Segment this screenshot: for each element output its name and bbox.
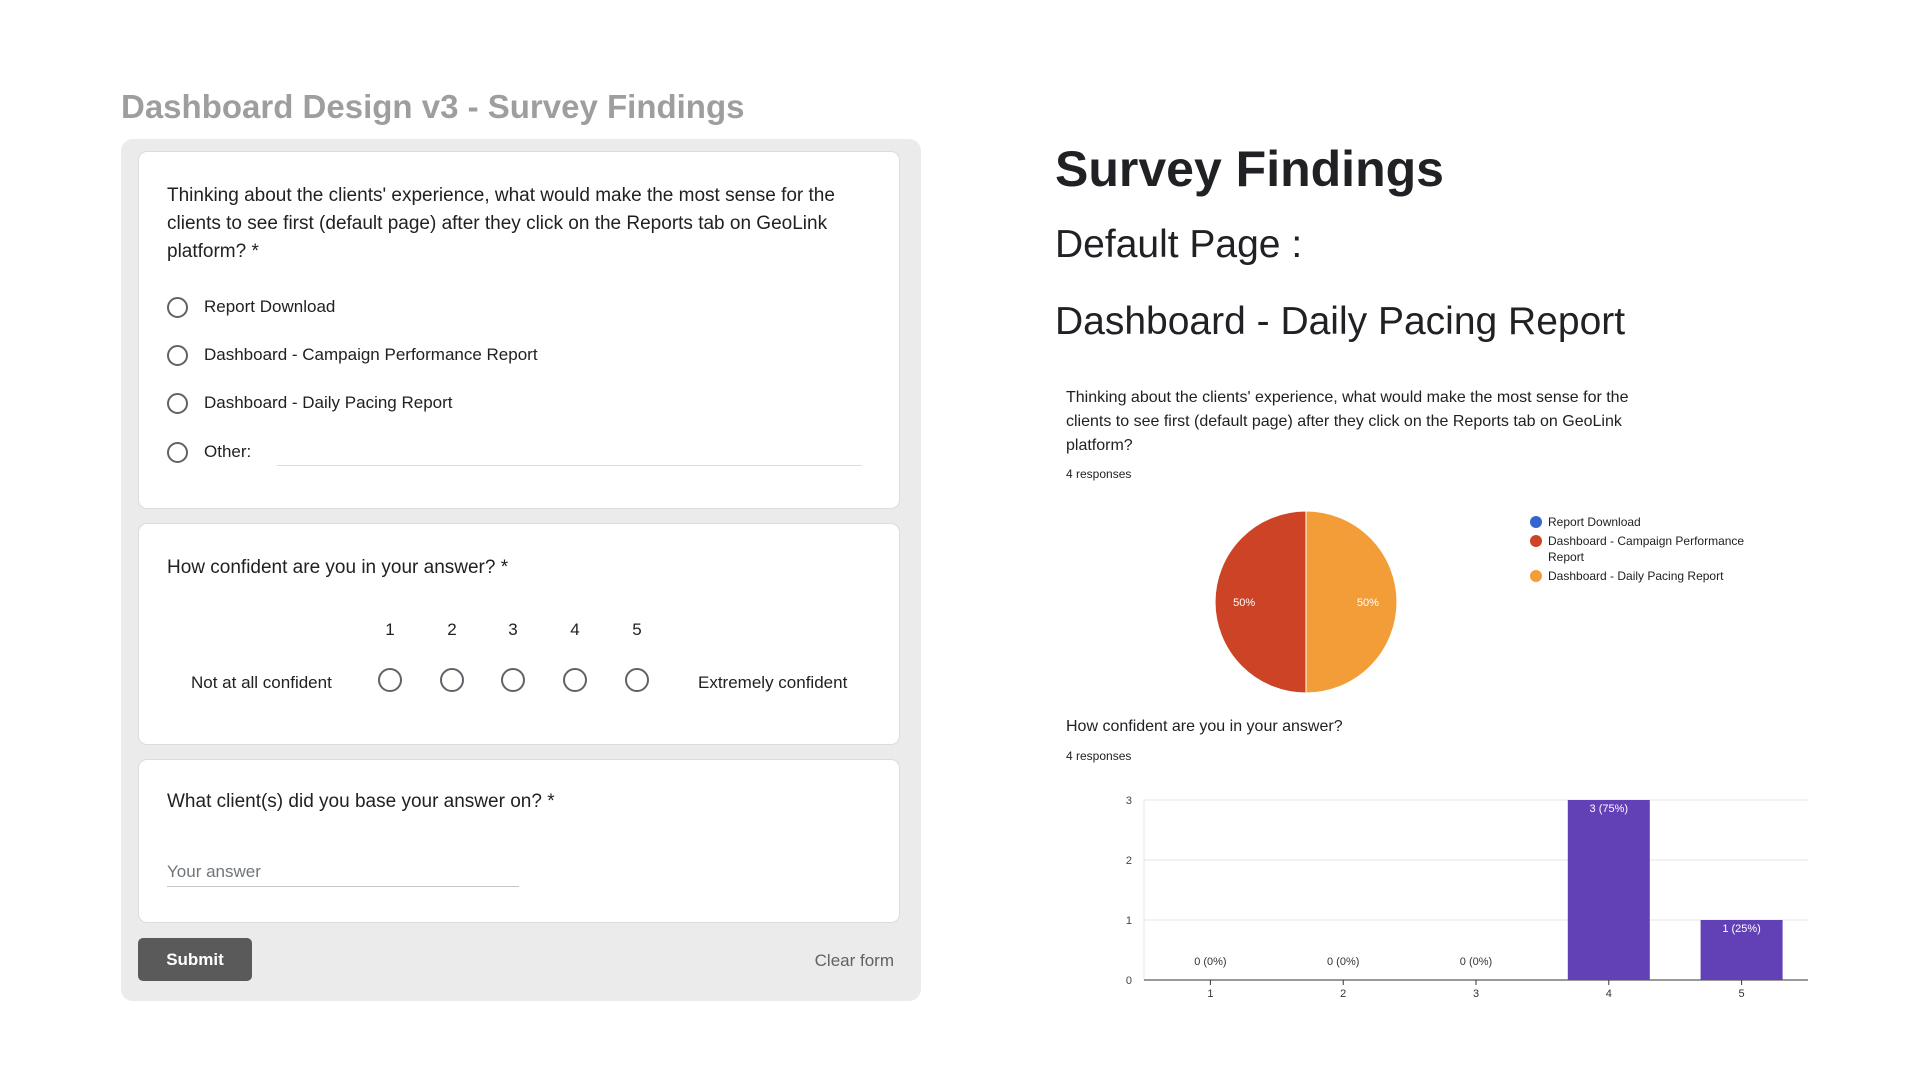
- bar: [1567, 800, 1650, 980]
- option-label: Dashboard - Campaign Performance Report: [204, 345, 538, 364]
- x-tick-label: 4: [1606, 988, 1612, 1000]
- scale-radio-5[interactable]: [625, 668, 649, 692]
- x-tick-label: 2: [1340, 988, 1346, 1000]
- legend-label: Dashboard - Campaign Performance Report: [1548, 534, 1745, 564]
- bar-value-label: 1 (25%): [1722, 923, 1761, 935]
- pie-legend: Report Download Dashboard - Campaign Per…: [1530, 514, 1760, 587]
- option-label: Dashboard - Daily Pacing Report: [204, 393, 453, 412]
- slide-title: Dashboard Design v3 - Survey Findings: [121, 88, 745, 125]
- radio-button[interactable]: [167, 441, 188, 463]
- scale-high-label: Extremely confident: [698, 673, 848, 692]
- question-text: How confident are you in your answer? *: [167, 554, 508, 582]
- scale-radio-4[interactable]: [563, 668, 587, 692]
- pie-chart: 50% 50%: [1214, 510, 1398, 694]
- bar-value-label: 0 (0%): [1327, 956, 1359, 968]
- summary-question-default-page: Thinking about the clients' experience, …: [1066, 389, 1629, 454]
- scale-low-label: Not at all confident: [191, 673, 332, 692]
- required-mark: *: [500, 557, 509, 578]
- bar: [1700, 920, 1783, 980]
- legend-item-daily-pacing: Dashboard - Daily Pacing Report: [1530, 568, 1760, 584]
- survey-form: Thinking about the clients' experience, …: [121, 139, 921, 1001]
- legend-item-report-download: Report Download: [1530, 514, 1760, 530]
- scale-label-4: 4: [570, 620, 580, 639]
- x-tick-label: 1: [1207, 988, 1213, 1000]
- radio-button[interactable]: [167, 392, 188, 414]
- y-tick-label: 1: [1126, 915, 1132, 927]
- question-text: What client(s) did you base your answer …: [167, 788, 555, 816]
- question-label: How confident are you in your answer?: [167, 557, 496, 578]
- question-card-clients: What client(s) did you base your answer …: [138, 759, 900, 923]
- legend-dot-icon: [1530, 535, 1542, 547]
- pie-slice-label: 50%: [1357, 597, 1379, 609]
- bar-value-label: 0 (0%): [1194, 956, 1226, 968]
- pie-slice-label: 50%: [1233, 597, 1255, 609]
- y-tick-label: 3: [1126, 795, 1132, 807]
- radio-button[interactable]: [167, 296, 188, 318]
- other-text-field[interactable]: [277, 465, 862, 466]
- default-page-value: Dashboard - Daily Pacing Report: [1055, 300, 1626, 343]
- option-daily-pacing[interactable]: Dashboard - Daily Pacing Report: [167, 388, 453, 418]
- option-campaign-performance[interactable]: Dashboard - Campaign Performance Report: [167, 340, 538, 370]
- question-card-default-page: Thinking about the clients' experience, …: [138, 151, 900, 509]
- option-report-download[interactable]: Report Download: [167, 292, 335, 322]
- legend-dot-icon: [1530, 516, 1542, 528]
- answer-input[interactable]: [167, 858, 519, 887]
- default-page-heading: Default Page :: [1055, 223, 1303, 266]
- question-card-confidence: How confident are you in your answer? * …: [138, 523, 900, 745]
- scale-label-2: 2: [447, 620, 457, 639]
- pie-slice: [1214, 510, 1307, 694]
- question-text: Thinking about the clients' experience, …: [167, 182, 867, 266]
- option-other[interactable]: Other:: [167, 437, 251, 467]
- summary-response-count: 4 responses: [1066, 467, 1132, 481]
- y-tick-label: 2: [1126, 855, 1132, 867]
- scale-label-5: 5: [632, 620, 642, 639]
- bar-chart: 0 1 2 3 0 (0%) 1 0 (0%) 2 0 (0%) 3 3 (75%) 4 1 (25%)…: [1126, 795, 1808, 1000]
- pie-slice: [1305, 510, 1398, 694]
- legend-dot-icon: [1530, 570, 1542, 582]
- summary-response-count: 4 responses: [1066, 749, 1132, 763]
- scale-label-3: 3: [508, 620, 518, 639]
- required-mark: *: [251, 241, 259, 262]
- scale-radio-1[interactable]: [378, 668, 402, 692]
- y-tick-label: 0: [1126, 975, 1132, 987]
- x-tick-label: 5: [1739, 988, 1745, 1000]
- question-label: What client(s) did you base your answer …: [167, 791, 542, 812]
- legend-label: Dashboard - Daily Pacing Report: [1548, 569, 1724, 583]
- legend-item-campaign-performance: Dashboard - Campaign Performance Report: [1530, 533, 1760, 565]
- scale-label-1: 1: [385, 620, 395, 639]
- clear-form-button[interactable]: Clear form: [814, 951, 894, 970]
- scale-radio-3[interactable]: [501, 668, 525, 692]
- findings-title: Survey Findings: [1055, 141, 1444, 197]
- x-tick-label: 3: [1473, 988, 1479, 1000]
- option-label: Report Download: [204, 297, 336, 316]
- bar-value-label: 0 (0%): [1460, 956, 1492, 968]
- submit-button[interactable]: Submit: [138, 938, 252, 981]
- required-mark: *: [547, 791, 555, 812]
- bar-value-label: 3 (75%): [1590, 803, 1629, 815]
- question-label: Thinking about the clients' experience, …: [167, 185, 835, 262]
- summary-question-confidence: How confident are you in your answer?: [1066, 718, 1343, 735]
- radio-button[interactable]: [167, 344, 188, 366]
- legend-label: Report Download: [1548, 515, 1641, 529]
- option-label: Other:: [204, 442, 252, 461]
- scale-radio-2[interactable]: [440, 668, 464, 692]
